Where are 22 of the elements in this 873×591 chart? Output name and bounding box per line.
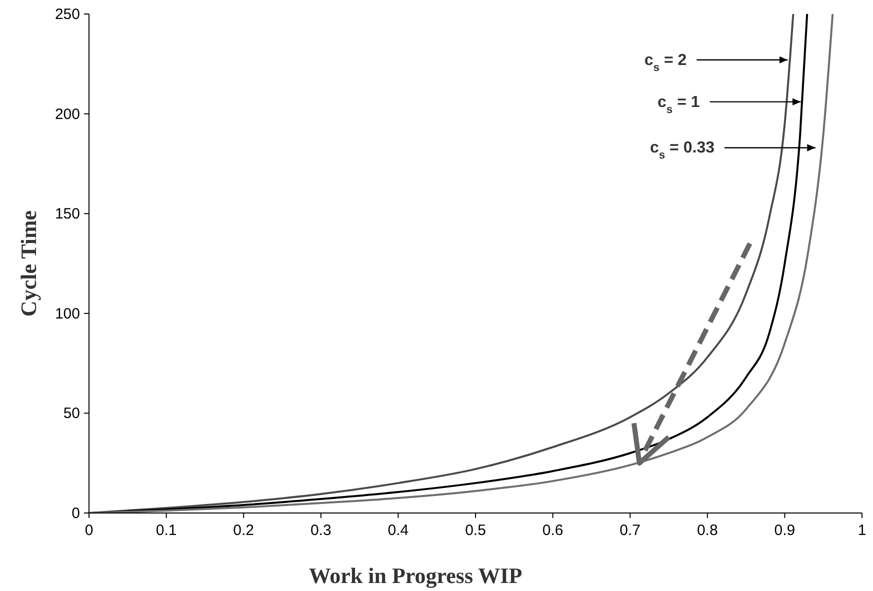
y-tick-label: 200 bbox=[54, 106, 80, 123]
x-tick-label: 0.7 bbox=[620, 522, 641, 539]
y-tick-label: 150 bbox=[54, 206, 80, 223]
x-tick-label: 1 bbox=[858, 522, 866, 539]
x-tick-label: 0.2 bbox=[233, 522, 254, 539]
x-tick-label: 0.1 bbox=[156, 522, 177, 539]
annotation: c$_{s}$ = 0.33 bbox=[650, 140, 715, 162]
x-tick-label: 0.3 bbox=[310, 522, 332, 539]
y-tick-label: 250 bbox=[54, 6, 80, 23]
y-tick-label: 100 bbox=[54, 305, 80, 322]
x-tick-label: 0.9 bbox=[774, 522, 796, 539]
x-tick-label: 0.5 bbox=[465, 522, 486, 539]
x-tick-label: 0.4 bbox=[388, 522, 409, 539]
x-axis-title: Work in Progress WIP bbox=[308, 563, 522, 588]
x-tick-label: 0.8 bbox=[696, 522, 718, 539]
y-axis-title: Cycle Time bbox=[16, 210, 41, 317]
y-tick-label: 50 bbox=[63, 405, 80, 422]
x-tick-label: 0.6 bbox=[542, 522, 564, 539]
annotation: c$_{s}$ = 1 bbox=[658, 94, 700, 116]
y-tick-label: 0 bbox=[72, 505, 80, 522]
x-tick-label: 0 bbox=[84, 522, 94, 539]
annotation: c$_{s}$ = 2 bbox=[644, 52, 687, 74]
